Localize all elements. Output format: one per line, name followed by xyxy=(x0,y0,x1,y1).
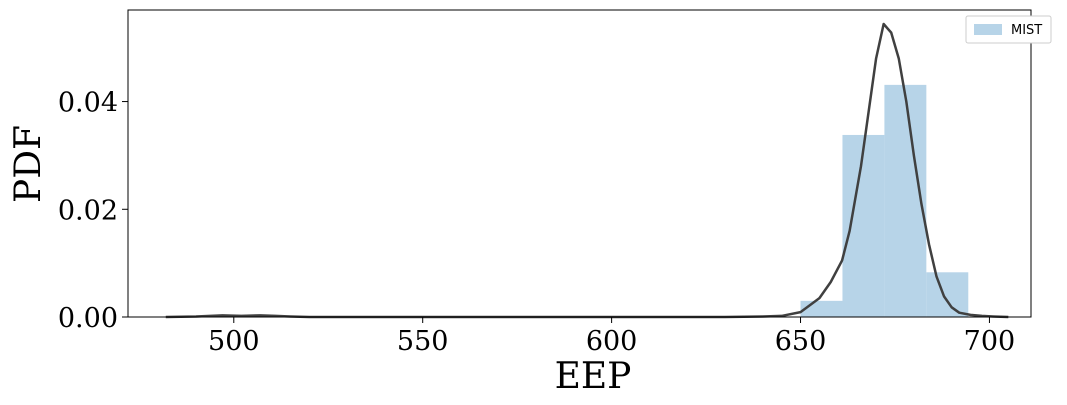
legend-swatch-mist xyxy=(974,24,1002,35)
y-axis-ticks: 0.00 0.02 0.04 xyxy=(58,88,128,334)
x-tick-label: 600 xyxy=(586,326,638,357)
x-axis-title: EEP xyxy=(555,356,632,397)
histogram-bar-3 xyxy=(884,84,927,317)
x-tick-label: 550 xyxy=(397,326,449,357)
histogram-bars xyxy=(800,84,969,317)
y-tick-label: 0.02 xyxy=(58,195,118,226)
histogram-bar-2 xyxy=(842,134,885,317)
x-tick-label: 650 xyxy=(775,326,827,357)
y-axis-title: PDF xyxy=(8,125,49,203)
x-tick-label: 700 xyxy=(964,326,1016,357)
legend: MIST xyxy=(965,15,1052,44)
legend-label-mist: MIST xyxy=(1011,23,1042,38)
y-tick-label: 0.04 xyxy=(58,88,118,119)
legend-box xyxy=(965,15,1052,44)
plot-frame xyxy=(127,9,1032,318)
histogram-bar-4 xyxy=(926,272,969,317)
x-tick-label: 500 xyxy=(208,326,260,357)
y-tick-label: 0.00 xyxy=(58,303,118,334)
x-axis-ticks: 500 550 600 650 700 xyxy=(208,317,1015,357)
